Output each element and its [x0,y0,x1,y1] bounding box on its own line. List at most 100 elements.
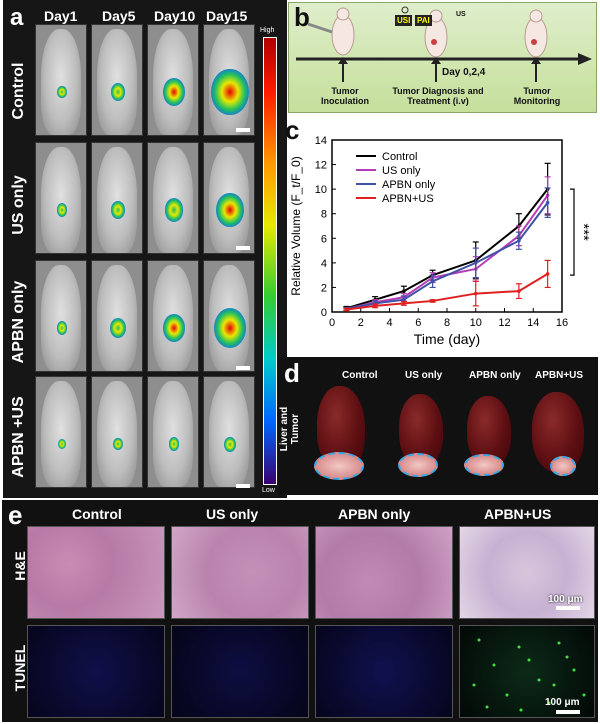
data-point [402,301,406,306]
bioluminescence-signal [57,439,67,450]
eye-icon [401,6,409,14]
legend-label: US only [382,165,421,177]
bioluminescence-signal [216,193,244,227]
mouse-image [35,142,87,254]
x-tick-label: 12 [498,317,510,329]
data-point [473,261,478,265]
bioluminescence-signal [211,69,249,116]
he-image [459,526,595,619]
group-label-us-only: US only [10,175,27,235]
mouse-image [35,376,87,488]
mouse-image [147,24,199,136]
bioluminescence-signal [162,313,186,343]
e-group-header: APBN only [338,506,411,522]
mouse-image [203,142,255,254]
x-tick-label: 2 [358,317,364,329]
tunel-image [459,625,595,718]
row-label-he: H&E [12,551,28,581]
group-label-apbn-only: APBN only [10,280,27,364]
bioluminescence-signal [109,318,127,339]
he-image [171,526,309,619]
scale-text-he: 100 μm [548,594,583,605]
step-monitoring: Tumor Monitoring [513,86,561,106]
day-header: Day5 [102,8,136,24]
data-point [402,289,406,293]
panel-e-label: e [8,500,23,530]
group-label-apbn-us: APBN +US [10,396,27,478]
group-label-control: Control [10,62,27,120]
data-point [545,200,550,205]
data-point [545,272,550,276]
he-image [315,526,453,619]
mouse-image [91,376,143,488]
mouse-image [147,376,199,488]
scale-bar [236,246,250,250]
legend-label: APBN only [382,179,436,191]
e-group-header: Control [72,506,122,522]
x-tick-label: 4 [386,317,392,329]
data-point [344,307,349,312]
bioluminescence-signal [164,198,184,222]
usi-badge: USI [395,15,413,26]
legend-label: APBN+US [382,193,434,205]
x-tick-label: 6 [415,317,421,329]
timeline-diagram [296,6,592,82]
x-tick-label: 10 [470,317,482,329]
scale-bar [556,606,580,610]
data-point [517,289,521,293]
panel-a-label: a [10,4,24,31]
mouse-image [35,260,87,372]
y-tick-label: 8 [321,209,327,221]
data-point [402,297,406,302]
panel-d-label: d [284,358,300,388]
bioluminescence-signal [223,436,237,452]
day-header: Day10 [154,8,196,24]
bioluminescence-signal [110,82,126,102]
bioluminescence-signal [56,203,68,217]
scale-bar [236,484,250,488]
pai-badge: PAI [415,15,432,26]
mouse-icon [307,7,355,56]
panel-b-label: b [294,2,310,32]
y-tick-label: 4 [321,258,327,270]
y-tick-label: 14 [315,135,327,147]
e-group-header: APBN+US [484,506,552,522]
scale-bar [556,710,580,714]
tumor-outline [464,454,504,476]
step-inoculation: Tumor Inoculation [321,86,369,106]
bioluminescence-signal [168,437,180,451]
series-line [346,202,549,310]
day-header: Day15 [206,8,248,24]
data-point [473,291,478,296]
d-group-header: US only [405,370,443,381]
tunel-image [171,625,309,718]
data-point [373,304,377,308]
liver-tumor-label: Liver and Tumor [279,406,301,452]
y-tick-label: 10 [315,184,327,196]
scale-bar [236,366,250,370]
mouse-image [203,260,255,372]
data-point [430,299,435,303]
tumor-outline [550,456,576,476]
e-group-header: US only [206,506,259,522]
y-tick-label: 12 [315,160,327,172]
y-tick-label: 2 [321,282,327,294]
day-schedule-label: Day 0,2,4 [442,67,486,78]
bioluminescence-signal [57,86,67,99]
x-tick-label: 16 [556,317,568,329]
y-tick-label: 0 [321,307,327,319]
data-point [517,238,521,243]
arrow-head-icon [578,53,592,65]
bioluminescence-signal [113,438,123,451]
colorbar-high-label: High [260,27,275,34]
step-diagnosis: Tumor Diagnosis and Treatment (i.v) [392,86,484,106]
tumor-outline [398,453,438,477]
significance-bracket [570,188,575,276]
mouse-image [91,260,143,372]
mouse-icon [524,9,548,58]
y-axis-label: Relative Volume (F_t/F_0) [289,156,303,295]
mouse-image [147,142,199,254]
colorbar [263,37,277,485]
row-label-tunel: TUNEL [12,644,28,692]
tumor-outline [314,452,364,480]
